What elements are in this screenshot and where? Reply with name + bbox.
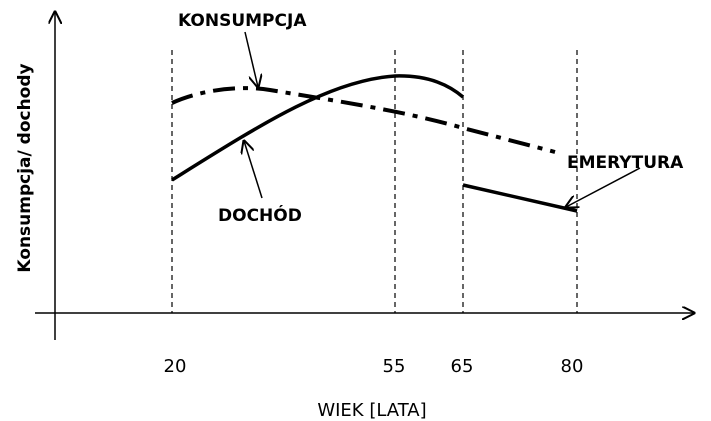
x-tick-label: 65 xyxy=(451,356,474,377)
consumption-label: KONSUMPCJA xyxy=(178,11,307,31)
guides xyxy=(171,50,578,313)
y-axis-label: Konsumpcja/ dochody xyxy=(15,63,35,272)
x-axis-label: WIEK [LATA] xyxy=(317,400,426,421)
income-curve xyxy=(171,74,465,182)
pointer xyxy=(566,167,641,207)
income-label: DOCHÓD xyxy=(218,204,302,226)
pointer xyxy=(244,141,263,199)
x-tick-label: 20 xyxy=(164,356,187,377)
pointer xyxy=(244,31,258,87)
x-tick-label: 55 xyxy=(383,356,406,377)
pension-label: EMERYTURA xyxy=(567,153,684,173)
pension-curve xyxy=(462,183,578,213)
x-tick-label: 80 xyxy=(561,356,584,377)
consumption-curve xyxy=(171,86,556,154)
